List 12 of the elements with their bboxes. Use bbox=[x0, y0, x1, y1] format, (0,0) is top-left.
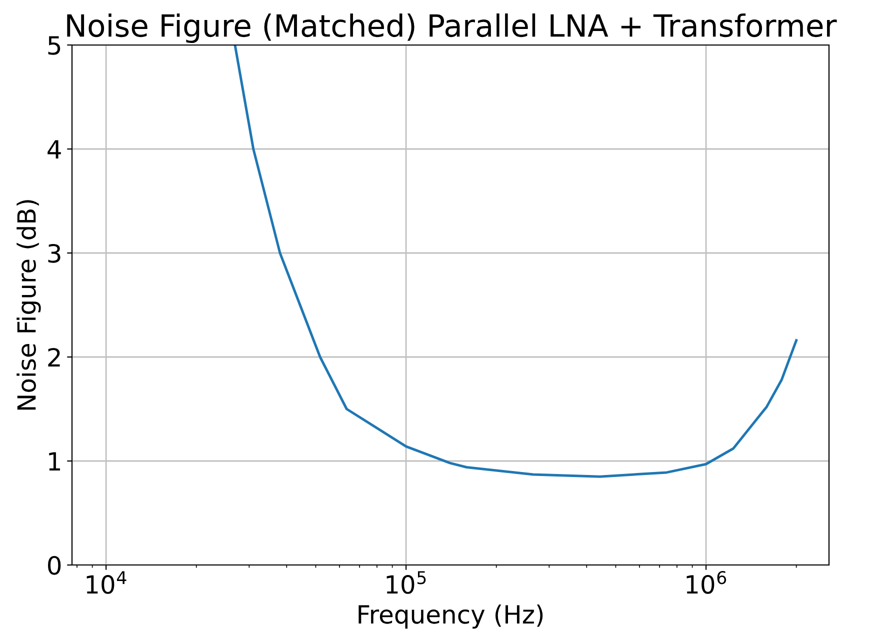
x-tick-label: 10$^{6}$ bbox=[686, 570, 726, 594]
chart-title: Noise Figure (Matched) Parallel LNA + Transformer bbox=[67, 13, 837, 44]
y-tick-label: 2 bbox=[48, 348, 60, 366]
x-axis-title: Frequency (Hz) bbox=[358, 604, 543, 629]
y-tick-label: 1 bbox=[49, 452, 60, 470]
y-tick-label: 5 bbox=[48, 36, 60, 55]
x-tick-label: 10$^{5}$ bbox=[386, 571, 426, 594]
y-tick-label: 0 bbox=[48, 556, 61, 575]
y-tick-label: 4 bbox=[48, 140, 61, 158]
y-axis-title: Noise Figure (dB) bbox=[16, 200, 41, 410]
x-tick-label: 10$^{4}$ bbox=[86, 571, 126, 594]
y-tick-label: 3 bbox=[48, 244, 60, 263]
